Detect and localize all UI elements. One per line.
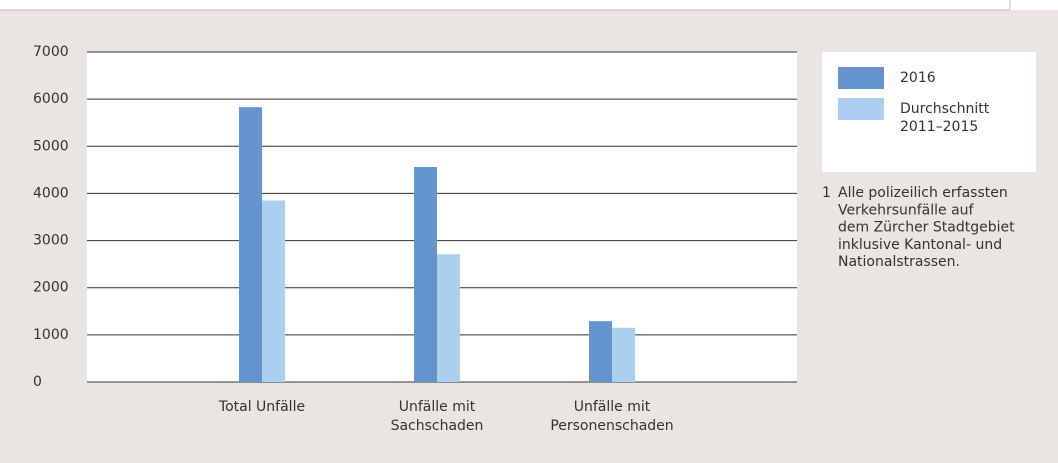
legend-label: 2011–2015	[900, 119, 978, 135]
legend-label: Durchschnitt	[900, 101, 990, 117]
footnote-line: Alle polizeilich erfassten	[838, 185, 1008, 201]
y-tick-label: 7000	[33, 44, 69, 60]
y-tick-label: 3000	[33, 233, 69, 249]
x-tick-label: Unfälle mit	[399, 399, 476, 415]
y-tick-label: 2000	[33, 280, 69, 296]
bar	[589, 321, 612, 382]
x-tick-label: Sachschaden	[391, 418, 484, 434]
bar	[262, 200, 285, 382]
legend-label: 2016	[900, 70, 936, 86]
bar	[437, 254, 460, 382]
y-tick-label: 6000	[33, 91, 69, 107]
footnote-line: inklusive Kantonal- und	[838, 237, 1002, 253]
y-tick-label: 4000	[33, 185, 69, 201]
x-tick-label: Personenschaden	[550, 418, 673, 434]
y-tick-label: 1000	[33, 327, 69, 343]
x-tick-label: Total Unfälle	[218, 399, 305, 415]
footnote-line: Verkehrsunfälle auf	[838, 202, 975, 218]
footnote-line: dem Zürcher Stadtgebiet	[838, 220, 1015, 236]
bar	[414, 167, 437, 382]
legend-swatch	[838, 67, 884, 89]
bar	[239, 107, 262, 383]
footnote-marker: 1	[822, 185, 831, 201]
y-tick-label: 5000	[33, 138, 69, 154]
y-tick-label: 0	[33, 374, 42, 390]
legend-swatch	[838, 98, 884, 120]
x-tick-label: Unfälle mit	[574, 399, 651, 415]
bar	[612, 327, 635, 382]
footnote-line: Nationalstrassen.	[838, 254, 960, 270]
